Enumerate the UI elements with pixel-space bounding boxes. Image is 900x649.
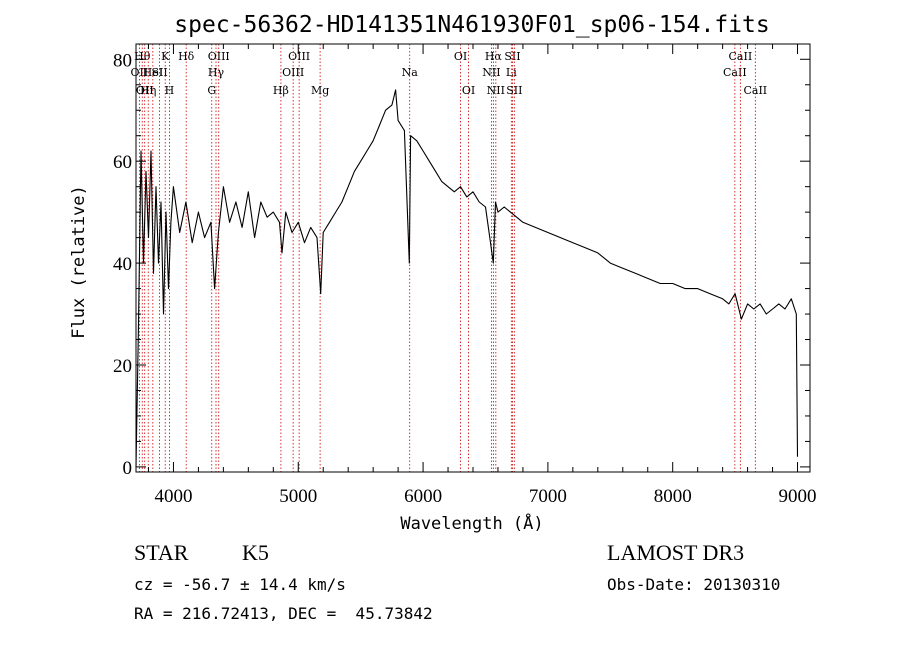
x-axis-label: Wavelength (Å): [400, 512, 543, 534]
marker-label-24: SII: [506, 84, 522, 97]
marker-label-22: Li: [506, 66, 517, 79]
y-axis-label: Flux (relative): [69, 185, 89, 339]
observation-date: Obs-Date: 20130310: [607, 575, 781, 594]
marker-label-5: SII: [151, 66, 167, 79]
y-tick-label-0: 0: [123, 458, 133, 479]
x-tick-label-3: 7000: [529, 486, 567, 507]
y-tick-label-4: 80: [113, 50, 132, 71]
marker-label-14: OIII: [288, 50, 310, 63]
x-tick-label-5: 9000: [779, 486, 817, 507]
marker-label-3: Hη: [140, 84, 156, 97]
object-class: STAR: [134, 540, 189, 565]
x-tick-label-1: 5000: [279, 486, 317, 507]
marker-label-19: NII: [482, 66, 500, 79]
spectrum-line: [135, 89, 799, 467]
plot-frame: [135, 43, 811, 473]
marker-label-26: CaII: [729, 50, 753, 63]
marker-label-12: Hβ: [273, 84, 289, 97]
marker-label-11: OIII: [208, 50, 230, 63]
marker-label-6: K: [161, 50, 170, 63]
marker-label-9: G: [207, 84, 216, 97]
y-tick-label-1: 20: [113, 356, 132, 377]
marker-label-4: HeI: [143, 66, 163, 79]
sky-coordinates: RA = 216.72413, DEC = 45.73842: [134, 604, 433, 623]
marker-label-8: Hδ: [178, 50, 195, 63]
marker-label-2: OII: [136, 84, 154, 97]
marker-label-27: CaII: [743, 84, 767, 97]
object-subclass: K5: [242, 540, 269, 565]
x-tick-label-2: 6000: [404, 486, 442, 507]
marker-label-20: Hα: [485, 50, 503, 63]
marker-label-13: OIII: [282, 66, 304, 79]
marker-label-25: CaII: [723, 66, 747, 79]
marker-label-18: OI: [462, 84, 475, 97]
marker-label-17: OI: [454, 50, 467, 63]
chart-title: spec-56362-HD141351N461930F01_sp06-154.f…: [174, 12, 769, 38]
marker-label-21: NII: [487, 84, 505, 97]
x-tick-label-4: 8000: [654, 486, 692, 507]
marker-label-23: SII: [504, 50, 520, 63]
line-marker-layer: OIIHθOIIHηHeISIIKHHδGHγOIIIHβOIIIOIIIMgN…: [131, 44, 767, 472]
spectrum-layer: [135, 89, 799, 467]
x-tick-label-0: 4000: [154, 486, 192, 507]
marker-label-16: Na: [402, 66, 419, 79]
axis-ticks: 4000 5000 6000 7000 8000 9000 0 20 40 60 80: [113, 44, 817, 507]
marker-label-15: Mg: [311, 84, 329, 97]
y-tick-label-2: 40: [113, 254, 132, 275]
redshift-velocity: cz = -56.7 ± 14.4 km/s: [134, 575, 346, 594]
marker-label-7: H: [165, 84, 175, 97]
marker-label-0: OII: [131, 66, 149, 79]
y-tick-label-3: 60: [113, 152, 132, 173]
survey-name: LAMOST DR3: [607, 540, 745, 565]
marker-label-10: Hγ: [208, 66, 225, 79]
